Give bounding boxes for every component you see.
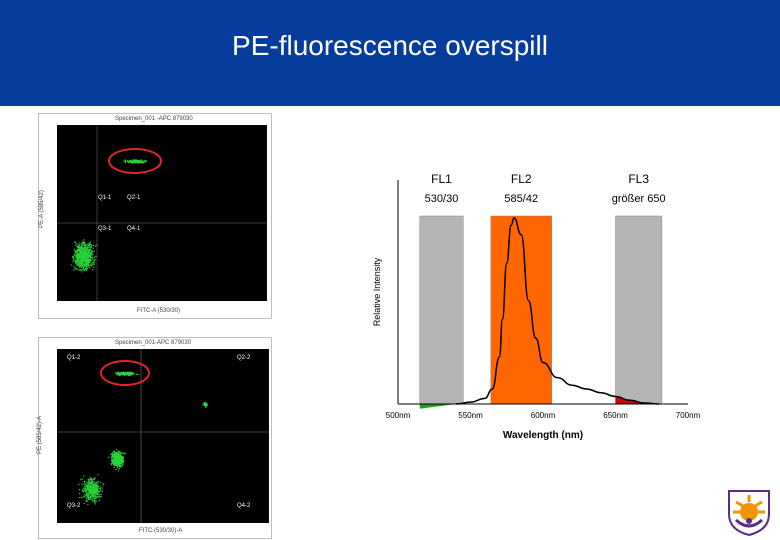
top-plot-ylabel: PE-A (585/42)	[38, 190, 45, 228]
x-tick-600nm: 600nm	[531, 411, 556, 420]
top-event-cloud	[70, 159, 148, 273]
filter-band-fl3	[615, 215, 663, 405]
emission-spectrum-chart: FL1 530/30 FL2 585/42 FL3 größer 650 500nm 550…	[372, 172, 700, 441]
bottom-quadrant-q1: Q1-2	[67, 355, 81, 361]
filter-labels: FL1 530/30 FL2 585/42 FL3 größer 650	[425, 172, 666, 205]
x-tick-labels: 500nm 550nm 600nm 650nm 700nm	[386, 411, 700, 420]
top-plot-header: Specimen_001 -APC 879030	[115, 116, 193, 122]
filter-band-label-fl1: 530/30	[425, 193, 459, 205]
filter-band-label-fl3: größer 650	[612, 193, 666, 205]
bottom-plot-header: Specimen_001-APC 879030	[115, 340, 192, 346]
bottom-highlight-circle	[100, 360, 150, 386]
filter-name-fl2: FL2	[511, 172, 532, 186]
header-bar	[0, 0, 780, 106]
bottom-plot-ylabel: PE (585/42)-A	[37, 415, 44, 455]
x-tick-700nm: 700nm	[676, 411, 700, 420]
filter-band-fl2	[490, 215, 552, 405]
x-tick-550nm: 550nm	[458, 411, 483, 420]
x-axis-label: Wavelength (nm)	[503, 430, 583, 441]
bottom-plot-xlabel: FITC (530/30)-A	[139, 528, 183, 534]
bottom-event-cloud	[78, 371, 208, 506]
bottom-quadrant-q2: Q2-2	[237, 355, 251, 361]
bottom-quadrant-q4: Q4-2	[237, 503, 251, 509]
top-quadrant-q3: Q3-1	[98, 226, 112, 232]
top-dot-plot: Specimen_001 -APC 879030 Q1-1 Q2-1 Q3-1 …	[38, 113, 272, 319]
y-axis-label: Relative Intensity	[372, 257, 382, 326]
top-quadrant-q1: Q1-1	[98, 195, 112, 201]
bottom-plot-area: Q1-2 Q2-2 Q3-2 Q4-2	[57, 349, 269, 523]
bottom-plot-svg	[57, 349, 269, 523]
filter-bands	[419, 215, 663, 405]
fl3-overlap-fill	[615, 396, 662, 404]
filter-band-label-fl2: 585/42	[504, 193, 538, 205]
filter-band-fl1	[419, 215, 464, 405]
top-quadrant-q2: Q2-1	[127, 195, 141, 201]
top-plot-xlabel: FITC-A (530/30)	[137, 308, 181, 314]
bottom-dot-plot: Specimen_001-APC 879030 Q1-2 Q2-2 Q3-2 Q…	[37, 337, 272, 539]
top-quadrant-q4: Q4-1	[127, 226, 141, 232]
slide-title: PE-fluorescence overspill	[232, 30, 548, 61]
filter-name-fl3: FL3	[628, 172, 649, 186]
spectrum-curve	[455, 217, 660, 405]
institution-logo	[728, 490, 770, 536]
top-plot-area: Q1-1 Q2-1 Q3-1 Q4-1	[57, 125, 267, 301]
x-tick-500nm: 500nm	[386, 411, 411, 420]
top-highlight-circle	[108, 148, 162, 174]
bottom-quadrant-q3: Q3-2	[67, 503, 81, 509]
top-plot-svg	[57, 125, 267, 301]
filter-name-fl1: FL1	[431, 172, 452, 186]
x-tick-650nm: 650nm	[603, 411, 628, 420]
